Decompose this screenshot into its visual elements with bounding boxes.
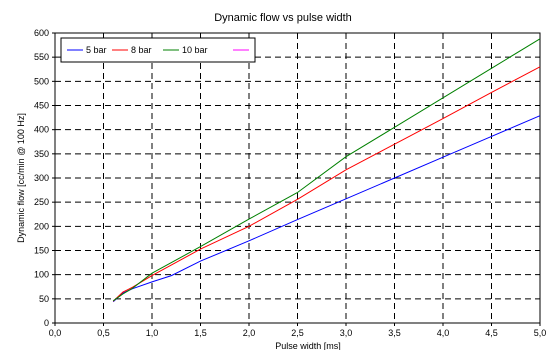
y-tick-label: 450 [34, 101, 49, 111]
x-tick-label: 0,0 [49, 328, 62, 338]
x-tick-label: 5,0 [534, 328, 546, 338]
y-tick-label: 500 [34, 76, 49, 86]
y-tick-label: 350 [34, 149, 49, 159]
y-tick-label: 0 [44, 318, 49, 328]
x-tick-label: 3,0 [340, 328, 353, 338]
legend-box [60, 37, 256, 63]
x-tick-label: 4,5 [485, 328, 498, 338]
y-tick-label: 600 [34, 28, 49, 38]
x-tick-label: 4,0 [437, 328, 450, 338]
y-tick-label: 150 [34, 246, 49, 256]
x-axis-title: Pulse width [ms] [275, 341, 341, 350]
x-tick-label: 3,5 [388, 328, 401, 338]
y-tick-label: 400 [34, 125, 49, 135]
y-tick-label: 300 [34, 173, 49, 183]
x-tick-label: 2,5 [291, 328, 304, 338]
series-line-1 [112, 66, 541, 302]
series-line-2 [112, 38, 541, 302]
y-tick-label: 250 [34, 197, 49, 207]
legend-label-0: 5 bar [86, 45, 107, 55]
y-axis: 0 50 100 150 200 250 300 350 400 450 500 550 600 [34, 28, 55, 328]
y-tick-label: 100 [34, 270, 49, 280]
x-tick-label: 0,5 [97, 328, 110, 338]
y-axis-title: Dynamic flow [cc/min @ 100 Hz] [16, 113, 26, 243]
x-tick-label: 2,0 [243, 328, 256, 338]
y-tick-label: 200 [34, 221, 49, 231]
y-tick-label: 50 [39, 294, 49, 304]
legend-label-1: 8 bar [131, 45, 152, 55]
legend: 5 bar 8 bar 10 bar [60, 37, 256, 63]
series-lines [112, 38, 541, 303]
y-tick-label: 550 [34, 52, 49, 62]
x-tick-label: 1,5 [194, 328, 207, 338]
x-axis: 0,0 0,5 1,0 1,5 2,0 2,5 3,0 3,5 4,0 4,5 5,0 [49, 323, 546, 338]
y-gridlines [55, 56, 540, 300]
chart-title: Dynamic flow vs pulse width [214, 12, 352, 24]
x-tick-label: 1,0 [146, 328, 159, 338]
legend-label-2: 10 bar [182, 45, 208, 55]
